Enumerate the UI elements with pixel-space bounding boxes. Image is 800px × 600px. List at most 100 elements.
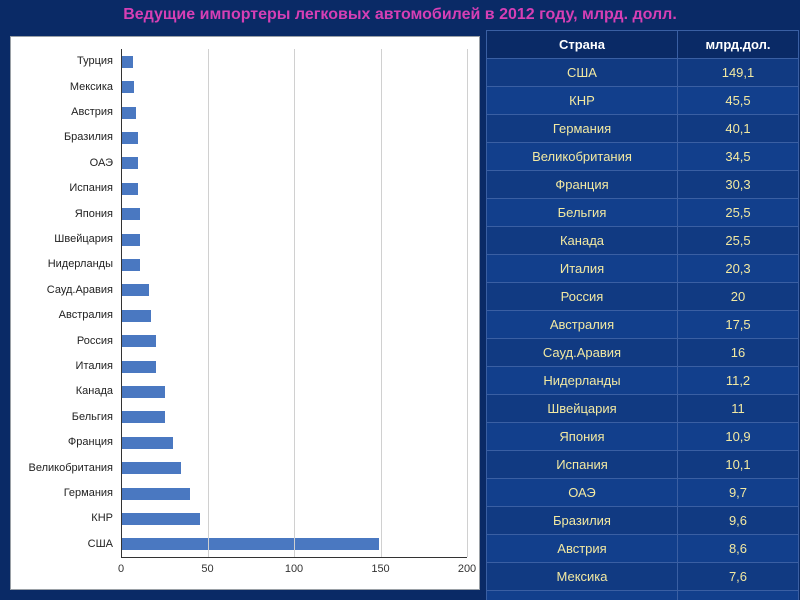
chart-category-label: Сауд.Аравия: [47, 284, 113, 296]
chart-bar: [121, 386, 165, 398]
table-cell-country: Япония: [487, 423, 678, 451]
table-cell-value: 11,2: [678, 367, 799, 395]
table-cell-country: Мексика: [487, 563, 678, 591]
slide-root: Ведущие импортеры легковых автомобилей в…: [0, 0, 800, 600]
table-header-cell: млрд.дол.: [678, 31, 799, 59]
table-row: Великобритания34,5: [487, 143, 799, 171]
table-cell-country: Италия: [487, 255, 678, 283]
table-cell-country: Испания: [487, 451, 678, 479]
chart-bar: [121, 310, 151, 322]
chart-category-label: Великобритания: [29, 462, 113, 474]
table-row: Канада25,5: [487, 227, 799, 255]
chart-category-label: Канада: [76, 385, 113, 397]
x-tick-label: 50: [201, 563, 213, 575]
x-gridline: [208, 49, 209, 557]
table-cell-value: 9,6: [678, 507, 799, 535]
table-cell-value: 25,5: [678, 227, 799, 255]
chart-category-label: ОАЭ: [90, 157, 113, 169]
table-cell-value: 8,6: [678, 535, 799, 563]
table-cell-country: Великобритания: [487, 143, 678, 171]
table-cell-value: 45,5: [678, 87, 799, 115]
table-cell-value: 34,5: [678, 143, 799, 171]
chart-bar: [121, 56, 133, 68]
chart-category-label: Испания: [69, 182, 113, 194]
table-cell-country: Канада: [487, 227, 678, 255]
table-cell-country: ОАЭ: [487, 479, 678, 507]
chart-category-label: Италия: [76, 360, 113, 372]
table-header-cell: Страна: [487, 31, 678, 59]
chart-bar: [121, 157, 138, 169]
chart-category-label: Австралия: [59, 309, 113, 321]
chart-bar: [121, 437, 173, 449]
chart-category-label: Мексика: [70, 81, 113, 93]
table-cell-country: Бельгия: [487, 199, 678, 227]
slide-title: Ведущие импортеры легковых автомобилей в…: [0, 6, 800, 24]
table-row: Швейцария11: [487, 395, 799, 423]
table-row: Испания10,1: [487, 451, 799, 479]
table-row: Австралия17,5: [487, 311, 799, 339]
chart-bar: [121, 284, 149, 296]
chart-bar: [121, 107, 136, 119]
table-cell-country: Бразилия: [487, 507, 678, 535]
table-row: Германия40,1: [487, 115, 799, 143]
chart-category-label: Швейцария: [54, 233, 113, 245]
table-cell-country: Нидерланды: [487, 367, 678, 395]
chart-category-label: Германия: [64, 487, 113, 499]
table-cell-country: Германия: [487, 115, 678, 143]
chart-bar: [121, 411, 165, 423]
chart-bar: [121, 538, 379, 550]
chart-category-label: Бразилия: [64, 131, 113, 143]
table-cell-value: 30,3: [678, 171, 799, 199]
chart-category-label: Франция: [68, 436, 113, 448]
chart-bar: [121, 462, 181, 474]
table-cell-country: Австрия: [487, 535, 678, 563]
chart-category-label: КНР: [91, 512, 113, 524]
x-tick-label: 100: [285, 563, 303, 575]
x-gridline: [467, 49, 468, 557]
chart-category-label: Бельгия: [72, 411, 113, 423]
chart-bar: [121, 259, 140, 271]
table-cell-country: США: [487, 59, 678, 87]
data-table: Странамлрд.дол. США149,1КНР45,5Германия4…: [486, 30, 799, 600]
table-cell-country: Швейцария: [487, 395, 678, 423]
chart-panel: 050100150200ТурцияМексикаАвстрияБразилия…: [10, 36, 480, 590]
table-cell-value: 11: [678, 395, 799, 423]
table-cell-value: 17,5: [678, 311, 799, 339]
table-row: США149,1: [487, 59, 799, 87]
table-row: Австрия8,6: [487, 535, 799, 563]
chart-bar: [121, 81, 134, 93]
table-row: Турция7,2: [487, 591, 799, 600]
table-cell-value: 20: [678, 283, 799, 311]
table-row: Италия20,3: [487, 255, 799, 283]
table-cell-value: 16: [678, 339, 799, 367]
table-row: Сауд.Аравия16: [487, 339, 799, 367]
table-cell-value: 25,5: [678, 199, 799, 227]
chart-bar: [121, 488, 190, 500]
chart-category-label: Австрия: [71, 106, 113, 118]
chart-category-label: Турция: [77, 55, 113, 67]
table-row: КНР45,5: [487, 87, 799, 115]
table-cell-country: Австралия: [487, 311, 678, 339]
table-cell-country: Сауд.Аравия: [487, 339, 678, 367]
table-cell-country: Турция: [487, 591, 678, 600]
table-row: Россия20: [487, 283, 799, 311]
chart-category-label: Нидерланды: [48, 258, 113, 270]
x-gridline: [381, 49, 382, 557]
table-cell-value: 20,3: [678, 255, 799, 283]
chart-category-label: США: [88, 538, 113, 550]
table-cell-value: 10,9: [678, 423, 799, 451]
chart-bar: [121, 361, 156, 373]
chart-bar: [121, 234, 140, 246]
table-cell-value: 9,7: [678, 479, 799, 507]
chart-category-label: Япония: [75, 208, 113, 220]
table-cell-country: Франция: [487, 171, 678, 199]
table-cell-country: КНР: [487, 87, 678, 115]
table-row: Нидерланды11,2: [487, 367, 799, 395]
table-row: ОАЭ9,7: [487, 479, 799, 507]
chart-bar: [121, 335, 156, 347]
x-tick-label: 150: [371, 563, 389, 575]
table-row: Бразилия9,6: [487, 507, 799, 535]
table-cell-country: Россия: [487, 283, 678, 311]
table-cell-value: 10,1: [678, 451, 799, 479]
table-cell-value: 7,2: [678, 591, 799, 600]
